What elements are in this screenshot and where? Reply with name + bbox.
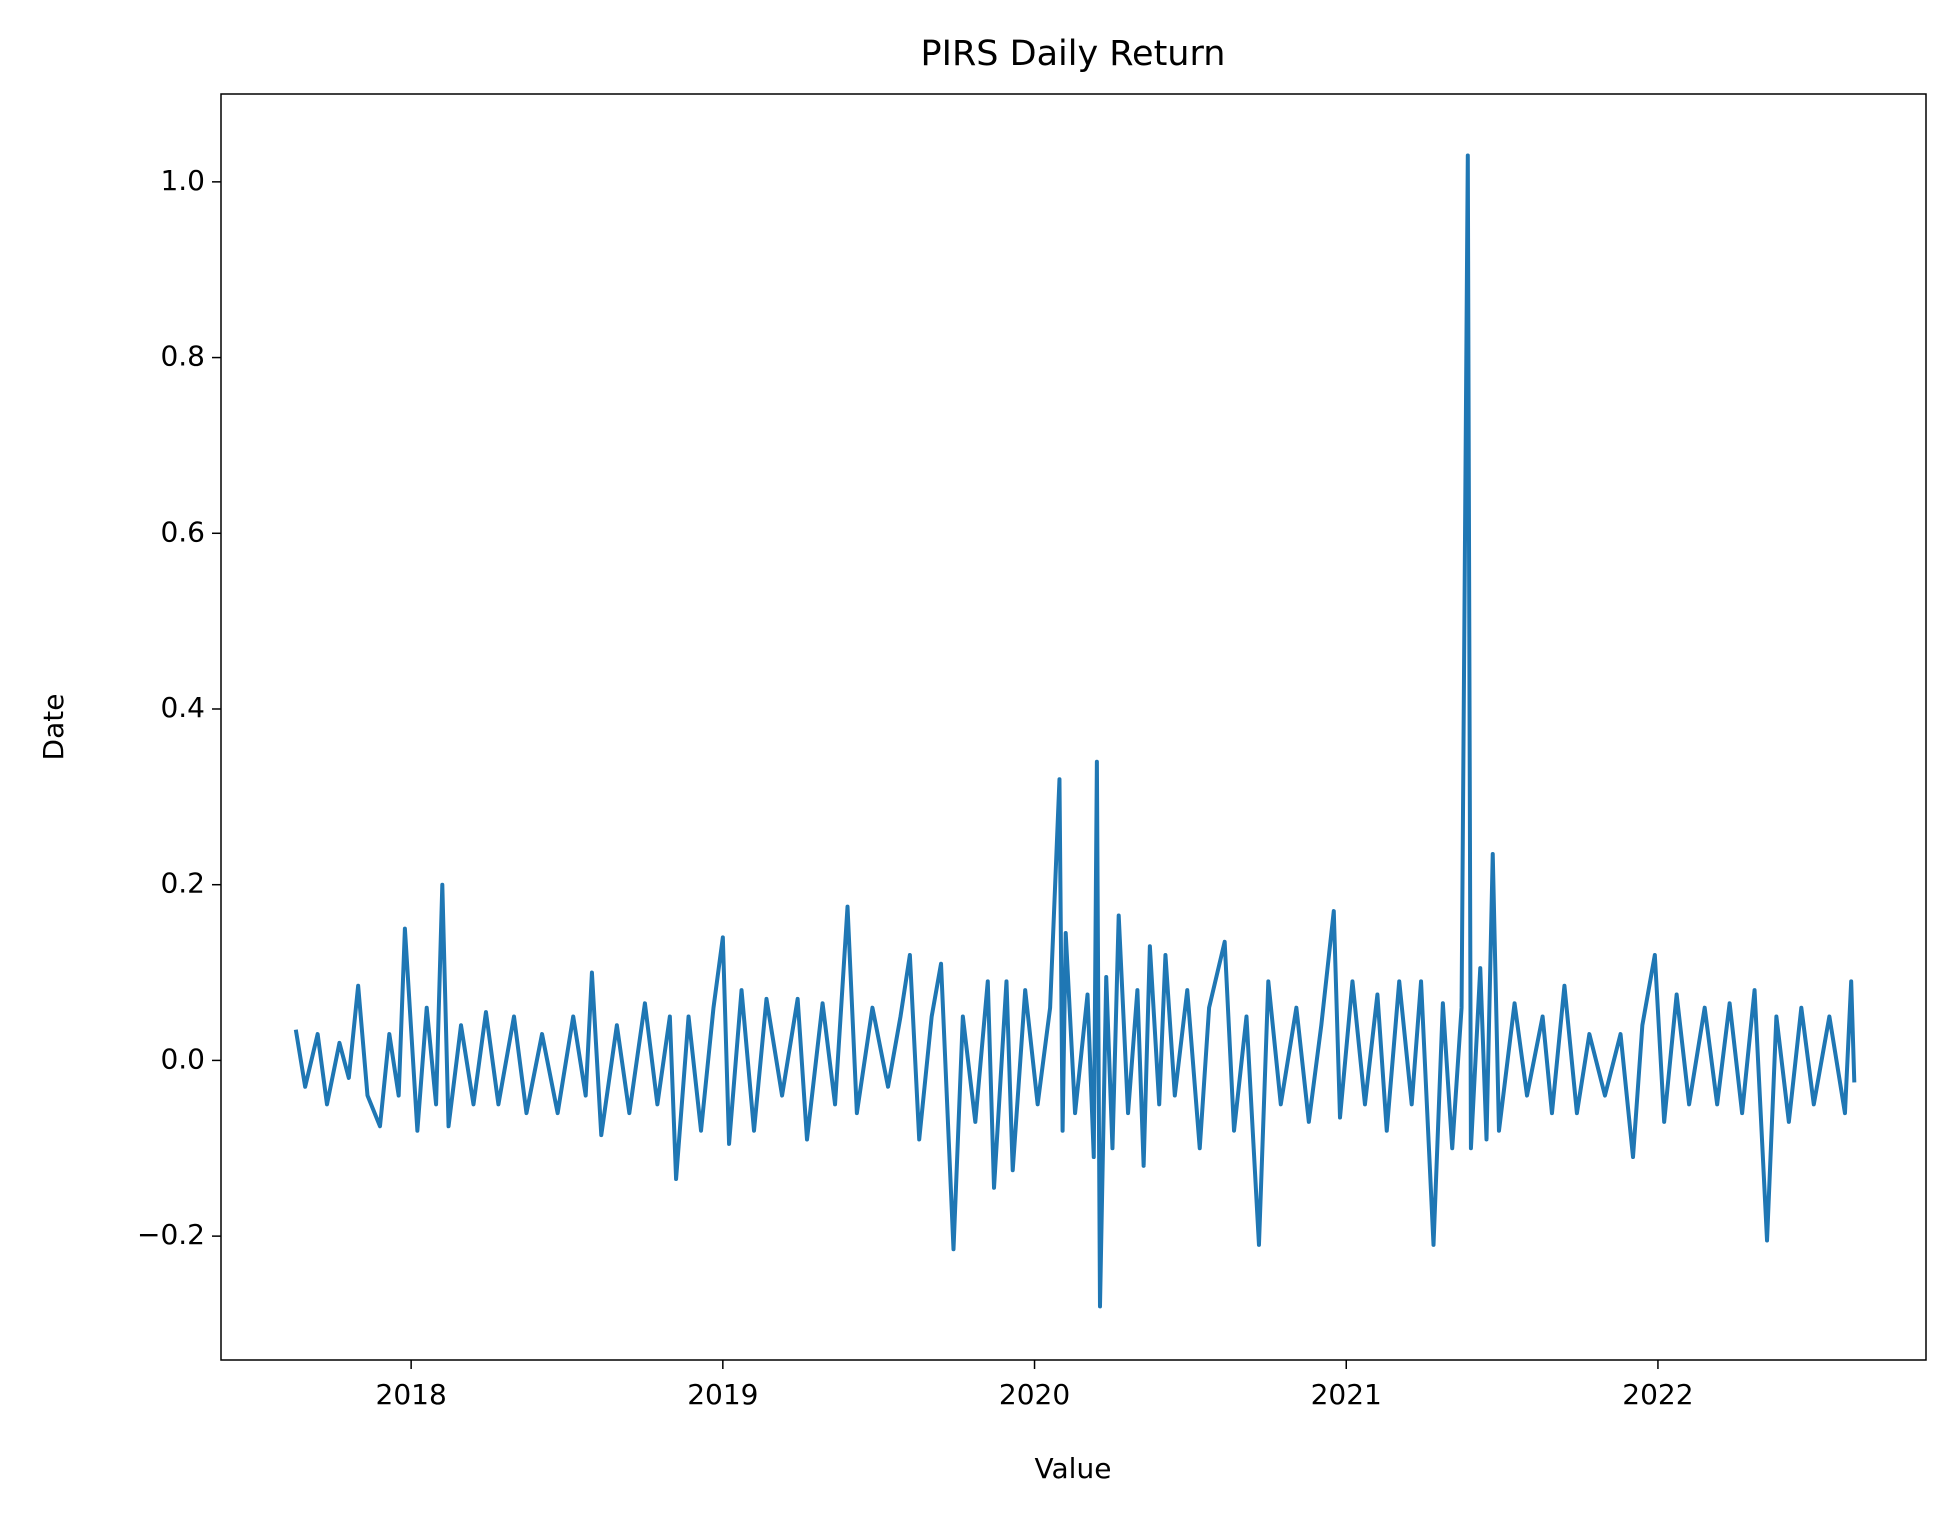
x-tick-label: 2020 (999, 1378, 1070, 1411)
y-axis-label: Date (37, 694, 70, 761)
y-tick-label: 0.4 (160, 691, 205, 724)
y-tick-label: −0.2 (137, 1218, 205, 1251)
y-tick-label: 0.0 (160, 1042, 205, 1075)
x-axis-label: Value (1035, 1452, 1112, 1485)
x-tick-label: 2019 (687, 1378, 758, 1411)
plot-frame (220, 93, 1927, 1361)
x-tick-label: 2021 (1311, 1378, 1382, 1411)
y-tick-label: 1.0 (160, 164, 205, 197)
data-line (293, 153, 1857, 1309)
chart-title: PIRS Daily Return (921, 34, 1226, 74)
y-tick-label: 0.8 (160, 340, 205, 373)
y-tick-label: 0.2 (160, 867, 205, 900)
x-tick-label: 2022 (1622, 1378, 1693, 1411)
x-tick-label: 2018 (376, 1378, 447, 1411)
y-tick-label: 0.6 (160, 515, 205, 548)
